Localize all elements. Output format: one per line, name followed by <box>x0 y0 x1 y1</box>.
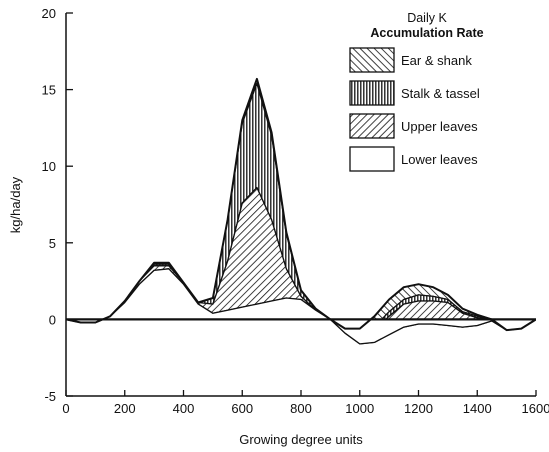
y-tick-label: 10 <box>42 159 56 174</box>
y-tick-label: 20 <box>42 6 56 21</box>
legend-items: Ear & shank Stalk & tassel Upper leaves Low… <box>349 47 480 172</box>
legend-label-lower-leaves: Lower leaves <box>401 152 478 167</box>
x-tick-label: 400 <box>173 401 195 416</box>
legend-swatch-lower-leaves <box>349 146 395 172</box>
x-tick-label: 600 <box>231 401 253 416</box>
legend-title-line2: Accumulation Rate <box>370 26 483 40</box>
y-tick-label: 0 <box>49 312 56 327</box>
x-axis-label: Growing degree units <box>239 432 363 447</box>
x-tick-label: 0 <box>62 401 69 416</box>
legend-swatch-stalk-tassel <box>349 80 395 106</box>
y-tick-label: 5 <box>49 236 56 251</box>
plot-layers <box>66 77 536 345</box>
y-tick-label: 15 <box>42 83 56 98</box>
y-tick-label: -5 <box>44 389 56 404</box>
legend-label-stalk-tassel: Stalk & tassel <box>401 86 480 101</box>
x-tick-label: 1000 <box>345 401 374 416</box>
legend-swatch-upper-leaves <box>349 113 395 139</box>
x-ticks: 0 200 400 600 800 1000 1200 1400 1600 <box>62 390 549 416</box>
legend-label-ear-shank: Ear & shank <box>401 53 472 68</box>
y-ticks: -5 0 5 10 15 20 <box>42 6 73 404</box>
axes <box>65 13 536 397</box>
y-axis-label: kg/ha/day <box>8 176 23 233</box>
legend-title-line1: Daily K <box>407 11 447 25</box>
x-tick-label: 1200 <box>404 401 433 416</box>
total-outline <box>66 77 536 332</box>
legend: Daily K Accumulation Rate Ear & shank Sta… <box>349 11 484 172</box>
legend-label-upper-leaves: Upper leaves <box>401 119 478 134</box>
area-lower-leaves <box>66 268 536 345</box>
x-tick-label: 1600 <box>522 401 549 416</box>
x-tick-label: 1400 <box>463 401 492 416</box>
legend-swatch-ear-shank <box>349 47 395 73</box>
x-tick-label: 200 <box>114 401 136 416</box>
x-tick-label: 800 <box>290 401 312 416</box>
